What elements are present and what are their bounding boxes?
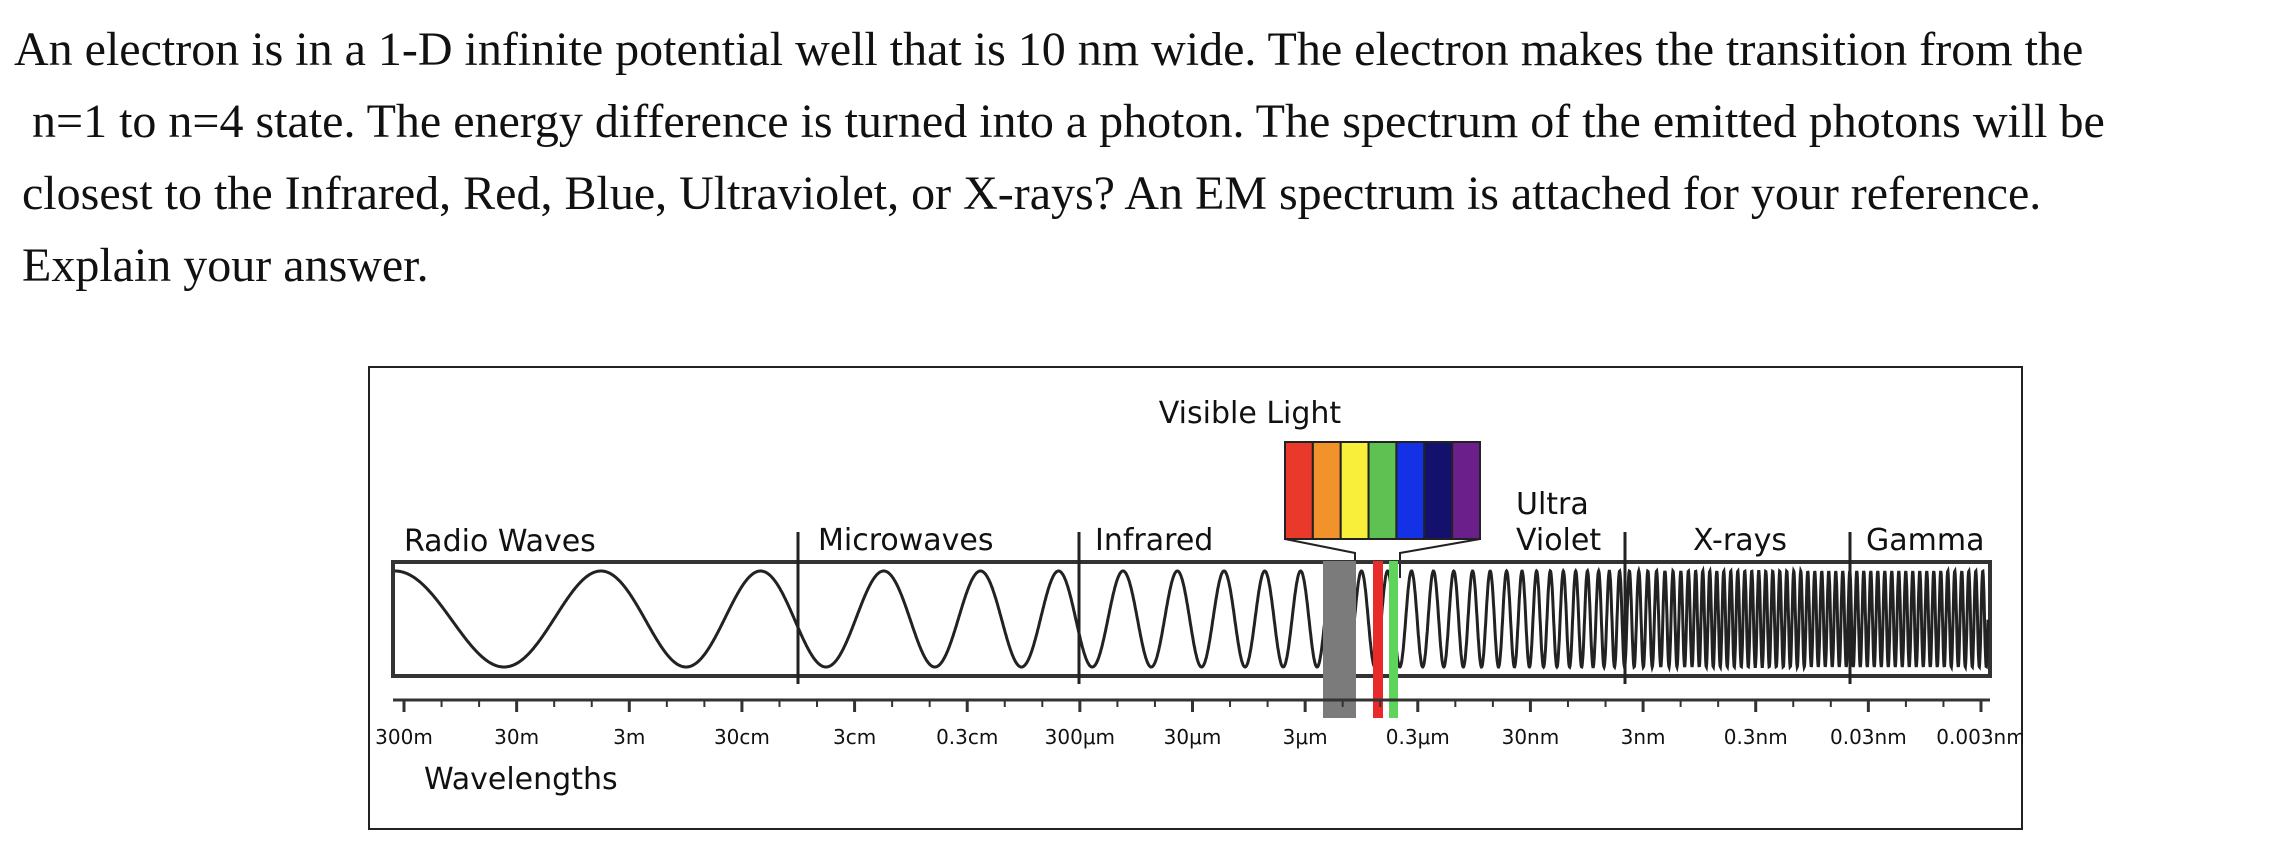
visible-color-swatches (1284, 441, 1481, 540)
visible-swatch-7 (1451, 441, 1481, 540)
em-wave (395, 565, 1990, 673)
em-spectrum-diagram: Visible Light Radio Waves Microwaves Inf… (368, 366, 2023, 830)
label-violet: Violet (1516, 523, 1601, 558)
question-text: An electron is in a 1-D infinite potenti… (14, 14, 2276, 302)
wavelength-ticks (402, 700, 1983, 712)
visible-swatch-1 (1284, 441, 1314, 540)
wave-bar (391, 560, 1992, 678)
label-infrared: Infrared (1095, 523, 1213, 558)
tick-label: 30μm (1164, 725, 1222, 749)
visible-funnel-right (1399, 538, 1481, 578)
tick-label: 30nm (1502, 725, 1560, 749)
question-line-1: An electron is in a 1-D infinite potenti… (14, 23, 2084, 76)
marker-red-line (1373, 561, 1383, 718)
question-line-4: Explain your answer. (22, 239, 429, 292)
label-x-rays: X-rays (1693, 523, 1787, 558)
label-radio-waves: Radio Waves (404, 524, 596, 559)
visible-swatch-3 (1339, 441, 1370, 540)
tick-label: 3cm (833, 725, 876, 749)
tick-label: 0.3nm (1724, 725, 1788, 749)
tick-label: 300m (375, 725, 433, 749)
tick-label: 0.3μm (1386, 725, 1450, 749)
tick-label: 3nm (1621, 725, 1666, 749)
tick-label: 0.003nm (1936, 725, 2023, 749)
tick-label: 3m (613, 725, 645, 749)
label-gamma: Gamma (1866, 523, 1984, 558)
label-microwaves: Microwaves (818, 523, 994, 558)
marker-gray-band (1323, 561, 1356, 718)
visible-swatch-6 (1423, 441, 1454, 540)
marker-green-line (1389, 561, 1398, 718)
wavelength-tick-labels: 300m 30m 3m 30cm 3cm 0.3cm 300μm 30μm 3μm 0.3μm 30… (375, 725, 2023, 749)
em-spectrum-figure: Visible Light Radio Waves Microwaves Inf… (368, 366, 2023, 830)
visible-swatch-2 (1311, 441, 1342, 540)
tick-label: 0.03nm (1830, 725, 1907, 749)
visible-light-label: Visible Light (1159, 396, 1342, 431)
question-line-3: closest to the Infrared, Red, Blue, Ultr… (22, 167, 2042, 220)
wavelengths-label: Wavelengths (424, 762, 618, 797)
tick-label: 3μm (1283, 725, 1328, 749)
tick-label: 30m (494, 725, 539, 749)
visible-swatch-4 (1367, 441, 1398, 540)
tick-label: 30cm (714, 725, 770, 749)
tick-label: 0.3cm (936, 725, 998, 749)
label-ultra: Ultra (1516, 487, 1589, 522)
question-line-2: n=1 to n=4 state. The energy difference … (32, 95, 2105, 148)
tick-label: 300μm (1045, 725, 1115, 749)
visible-swatch-5 (1395, 441, 1426, 540)
